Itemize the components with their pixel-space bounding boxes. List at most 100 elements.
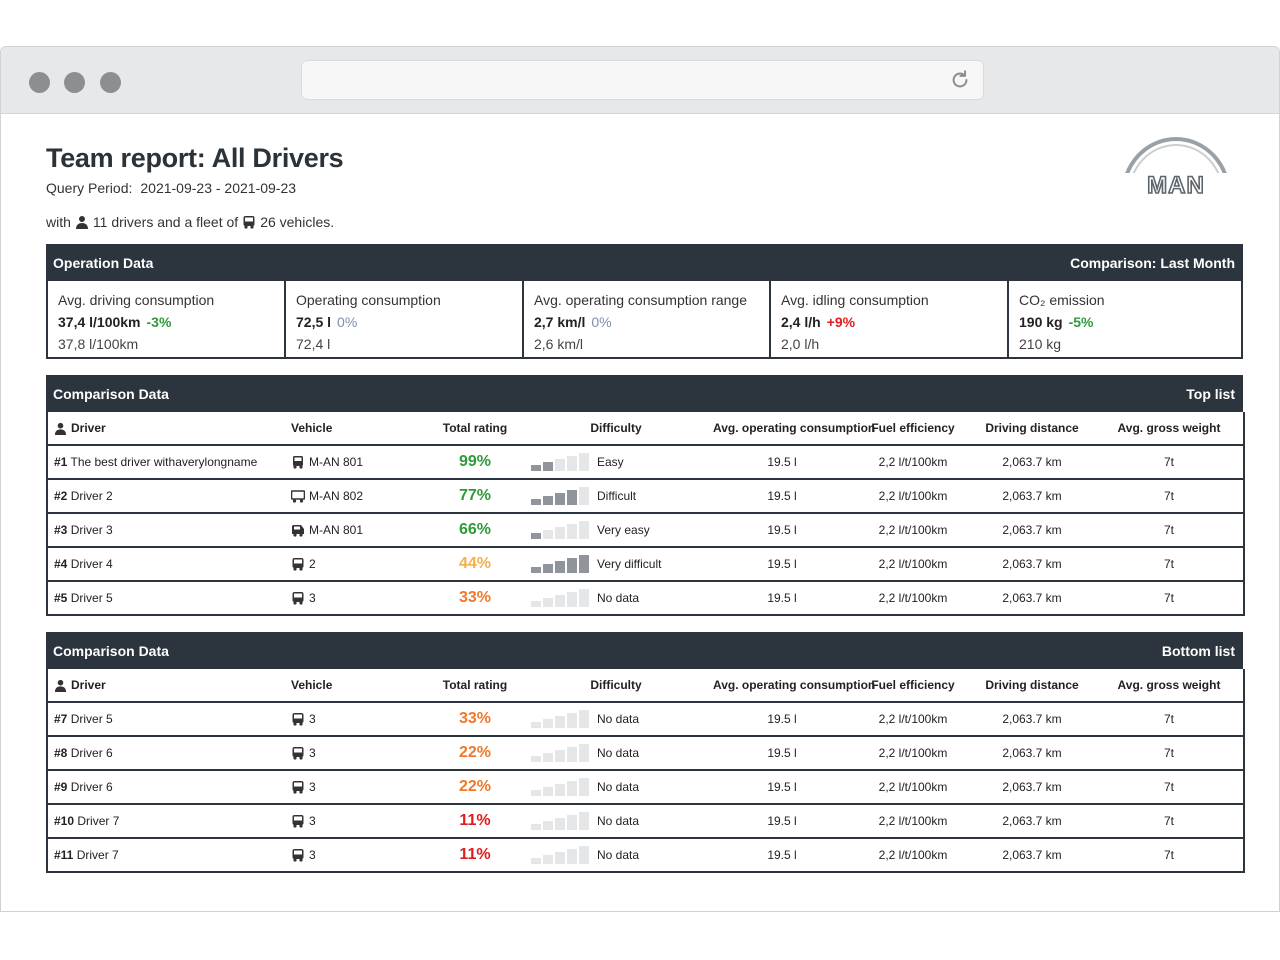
difficulty-bar — [567, 524, 577, 539]
table-row[interactable]: #4 Driver 4 2 44% Very difficult 19.5 l 2,2 l… — [46, 547, 1245, 582]
driver-name[interactable]: Driver 5 — [70, 591, 113, 605]
metric-delta: 0% — [337, 314, 358, 330]
metric-previous: 2,0 l/h — [781, 336, 820, 352]
vehicle-value[interactable]: 3 — [309, 848, 316, 862]
reload-icon[interactable] — [949, 69, 971, 91]
efficiency-cell: 2,2 l/t/100km — [857, 547, 969, 582]
vehicle-cell: 3 — [285, 702, 425, 737]
bottom-list-header: Comparison Data Bottom list — [46, 632, 1243, 669]
column-header-label: Total rating — [442, 421, 508, 435]
metric-idling-consumption: Avg. idling consumption 2,4 l/h +9% 2,0 l… — [771, 281, 1009, 357]
vehicle-value[interactable]: 3 — [309, 780, 316, 794]
vehicle-value[interactable]: 3 — [309, 814, 316, 828]
difficulty-label: Very difficult — [597, 557, 662, 571]
column-header[interactable]: Avg. operating consumption — [707, 412, 875, 446]
difficulty-bar — [531, 824, 541, 830]
vehicle-value[interactable]: 3 — [309, 712, 316, 726]
driver-rank: #9 — [54, 780, 68, 794]
total-rating: 22% — [458, 778, 492, 795]
bottom-list-subtitle: Bottom list — [1161, 642, 1235, 659]
table-row[interactable]: #2 Driver 2 M-AN 802 77% Difficult 19.5 l 2,2… — [46, 479, 1245, 514]
window-close-dot[interactable] — [29, 72, 50, 93]
driver-name[interactable]: Driver 3 — [70, 523, 113, 537]
column-header[interactable]: Fuel efficiency — [857, 669, 969, 703]
column-header[interactable]: Avg. operating consumption — [707, 669, 875, 703]
driver-name[interactable]: Driver 6 — [70, 780, 113, 794]
query-period-label: Query Period: — [46, 180, 133, 196]
column-header[interactable]: Fuel efficiency — [857, 412, 969, 446]
man-logo: MAN — [1119, 137, 1233, 199]
difficulty-label: No data — [597, 746, 640, 760]
driver-name[interactable]: Driver 7 — [76, 848, 119, 862]
column-header[interactable]: Vehicle — [285, 412, 425, 446]
window-minimize-dot[interactable] — [64, 72, 85, 93]
table-row[interactable]: #1 The best driver withaverylongname M-AN… — [46, 445, 1245, 480]
efficiency-cell: 2,2 l/t/100km — [857, 479, 969, 514]
total-rating: 77% — [458, 487, 492, 504]
driver-name[interactable]: Driver 7 — [77, 814, 120, 828]
difficulty-bar — [555, 561, 565, 573]
table-row[interactable]: #10 Driver 7 3 11% No data 19.5 l 2,2 l/t/100… — [46, 804, 1245, 839]
column-header[interactable]: Vehicle — [285, 669, 425, 703]
query-period-value: 2021-09-23 - 2021-09-23 — [140, 180, 297, 196]
column-header[interactable]: Avg. gross weight — [1095, 669, 1245, 703]
weight-value: 7t — [1163, 848, 1174, 862]
rating-cell: 99% — [425, 445, 525, 480]
column-header[interactable]: Total rating — [425, 412, 525, 446]
weight-cell: 7t — [1095, 838, 1245, 873]
rating-cell: 77% — [425, 479, 525, 514]
fleet-vehicles: 26 vehicles. — [260, 214, 335, 230]
bus-icon — [292, 815, 304, 828]
driver-name[interactable]: Driver 4 — [70, 557, 113, 571]
table-row[interactable]: #9 Driver 6 3 22% No data 19.5 l 2,2 l/t/100k… — [46, 770, 1245, 805]
column-header-label: Driving distance — [985, 421, 1079, 435]
driver-name[interactable]: Driver 6 — [70, 746, 113, 760]
efficiency-value: 2,2 l/t/100km — [878, 712, 948, 726]
column-header-label: Driver — [71, 421, 106, 435]
address-bar[interactable] — [301, 60, 984, 100]
vehicle-value[interactable]: M-AN 801 — [309, 455, 364, 469]
trailer-icon — [291, 490, 305, 503]
difficulty-bar — [555, 818, 565, 830]
table-row[interactable]: #8 Driver 6 3 22% No data 19.5 l 2,2 l/t/100k… — [46, 736, 1245, 771]
consumption-value: 19.5 l — [767, 712, 797, 726]
difficulty-bar — [579, 846, 589, 864]
distance-value: 2,063.7 km — [1002, 848, 1062, 862]
fleet-summary: with 11 drivers and a fleet of 26 vehicl… — [46, 214, 334, 230]
vehicle-cell: M-AN 802 — [285, 479, 425, 514]
table-row[interactable]: #11 Driver 7 3 11% No data 19.5 l 2,2 l/t/100… — [46, 838, 1245, 873]
table-row[interactable]: #3 Driver 3 M-AN 801 66% Very easy 19.5 l 2,2… — [46, 513, 1245, 548]
column-header-driver[interactable]: Driver — [46, 669, 285, 703]
column-header[interactable]: Total rating — [425, 669, 525, 703]
table-row[interactable]: #5 Driver 5 3 33% No data 19.5 l 2,2 l/t/100k… — [46, 581, 1245, 616]
column-header[interactable]: Avg. gross weight — [1095, 412, 1245, 446]
weight-cell: 7t — [1095, 513, 1245, 548]
weight-value: 7t — [1163, 557, 1174, 571]
column-header[interactable]: Driving distance — [969, 669, 1095, 703]
window-maximize-dot[interactable] — [100, 72, 121, 93]
driver-name[interactable]: The best driver withaverylongname — [70, 455, 258, 469]
vehicle-value[interactable]: M-AN 802 — [309, 489, 364, 503]
rating-cell: 66% — [425, 513, 525, 548]
van-icon — [292, 525, 304, 537]
driver-name[interactable]: Driver 5 — [70, 712, 113, 726]
difficulty-cell: No data — [525, 581, 707, 616]
driver-name[interactable]: Driver 2 — [70, 489, 113, 503]
weight-value: 7t — [1163, 489, 1174, 503]
difficulty-bar — [567, 849, 577, 864]
column-header-driver[interactable]: Driver — [46, 412, 285, 446]
difficulty-bar — [543, 564, 553, 573]
vehicle-value[interactable]: M-AN 801 — [309, 523, 364, 537]
difficulty-bar — [543, 787, 553, 796]
table-row[interactable]: #7 Driver 5 3 33% No data 19.5 l 2,2 l/t/100k… — [46, 702, 1245, 737]
column-header[interactable]: Difficulty — [525, 669, 707, 703]
difficulty-label: No data — [597, 712, 640, 726]
column-header[interactable]: Driving distance — [969, 412, 1095, 446]
vehicle-value[interactable]: 3 — [309, 746, 316, 760]
vehicle-value[interactable]: 2 — [309, 557, 316, 571]
column-header[interactable]: Difficulty — [525, 412, 707, 446]
efficiency-value: 2,2 l/t/100km — [878, 557, 948, 571]
vehicle-value[interactable]: 3 — [309, 591, 316, 605]
column-header-label: Avg. operating consumption — [713, 421, 876, 435]
consumption-value: 19.5 l — [767, 523, 797, 537]
